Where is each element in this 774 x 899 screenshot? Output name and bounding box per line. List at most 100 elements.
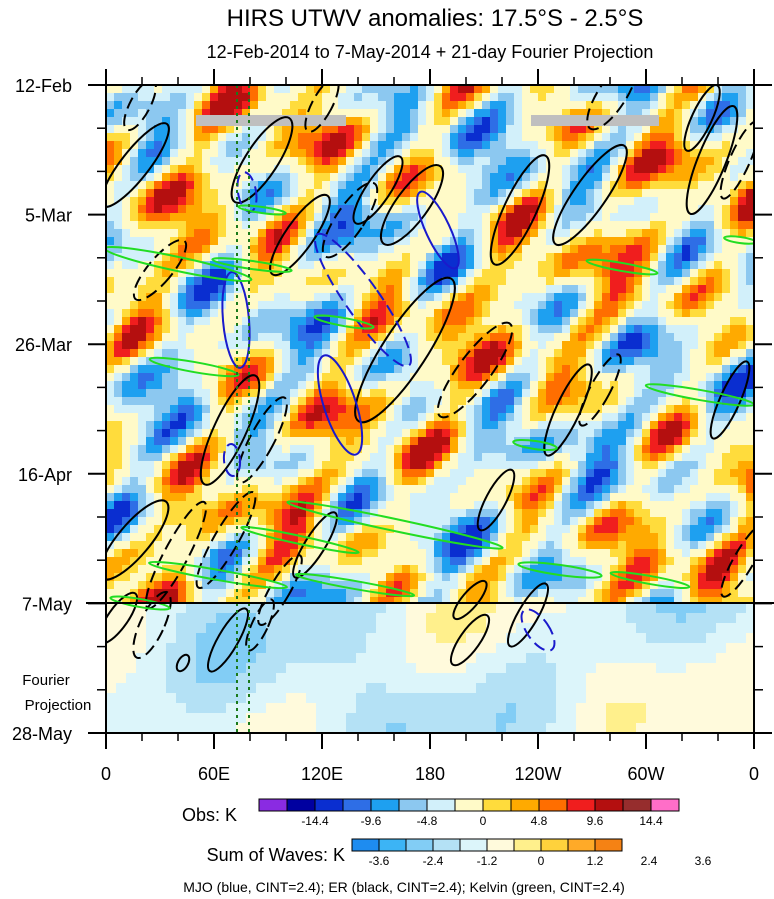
obs-anomaly-cell [154, 85, 163, 94]
obs-anomaly-cell [698, 85, 707, 94]
obs-anomaly-cell [746, 221, 754, 230]
obs-anomaly-cell [418, 365, 427, 374]
obs-anomaly-cell [506, 317, 515, 326]
obs-anomaly-cell [674, 373, 683, 382]
obs-anomaly-cell [746, 421, 754, 430]
obs-anomaly-cell [338, 301, 347, 310]
obs-anomaly-cell [698, 125, 707, 134]
obs-anomaly-cell [546, 317, 555, 326]
obs-anomaly-cell [626, 549, 635, 558]
obs-anomaly-cell [242, 165, 251, 174]
obs-anomaly-cell [122, 381, 131, 390]
obs-anomaly-cell [450, 485, 459, 494]
obs-anomaly-cell [530, 565, 539, 574]
obs-anomaly-cell [634, 509, 643, 518]
obs-anomaly-cell [482, 501, 491, 510]
obs-anomaly-cell [554, 189, 563, 198]
obs-anomaly-cell [162, 453, 171, 462]
obs-anomaly-cell [250, 453, 259, 462]
obs-anomaly-cell [666, 349, 675, 358]
obs-anomaly-cell [426, 101, 435, 110]
obs-anomaly-cell [242, 541, 251, 550]
obs-anomaly-cell [154, 501, 163, 510]
obs-anomaly-cell [130, 205, 139, 214]
obs-anomaly-cell [618, 525, 627, 534]
obs-anomaly-cell [698, 509, 707, 518]
obs-anomaly-cell [618, 317, 627, 326]
obs-anomaly-cell [482, 125, 491, 134]
obs-anomaly-cell [554, 125, 563, 134]
obs-anomaly-cell [218, 397, 227, 406]
obs-anomaly-cell [418, 421, 427, 430]
obs-anomaly-cell [450, 365, 459, 374]
obs-anomaly-cell [570, 309, 579, 318]
obs-anomaly-cell [642, 421, 651, 430]
obs-anomaly-cell [594, 333, 603, 342]
obs-anomaly-cell [122, 333, 131, 342]
obs-anomaly-cell [386, 541, 395, 550]
obs-anomaly-cell [690, 405, 699, 414]
obs-anomaly-cell [482, 485, 491, 494]
obs-anomaly-cell [522, 309, 531, 318]
obs-anomaly-cell [546, 501, 555, 510]
obs-anomaly-cell [706, 437, 715, 446]
obs-anomaly-cell [226, 533, 235, 542]
obs-anomaly-cell [298, 445, 307, 454]
obs-anomaly-cell [546, 157, 555, 166]
obs-anomaly-cell [690, 197, 699, 206]
obs-anomaly-cell [298, 213, 307, 222]
obs-anomaly-cell [330, 181, 339, 190]
obs-anomaly-cell [674, 101, 683, 110]
obs-anomaly-cell [698, 229, 707, 238]
obs-anomaly-cell [346, 325, 355, 334]
obs-anomaly-cell [306, 501, 315, 510]
obs-anomaly-cell [410, 325, 419, 334]
obs-anomaly-cell [386, 485, 395, 494]
obs-anomaly-cell [402, 197, 411, 206]
obs-anomaly-cell [434, 573, 443, 582]
obs-anomaly-cell [410, 229, 419, 238]
obs-anomaly-cell [562, 565, 571, 574]
obs-anomaly-cell [450, 213, 459, 222]
obs-anomaly-cell [674, 501, 683, 510]
obs-anomaly-cell [218, 165, 227, 174]
obs-anomaly-cell [706, 309, 715, 318]
obs-anomaly-cell [682, 565, 691, 574]
obs-anomaly-cell [234, 557, 243, 566]
obs-anomaly-cell [186, 485, 195, 494]
obs-anomaly-cell [442, 333, 451, 342]
obs-anomaly-cell [506, 357, 515, 366]
obs-anomaly-cell [594, 293, 603, 302]
obs-anomaly-cell [578, 109, 587, 118]
obs-anomaly-cell [218, 501, 227, 510]
obs-anomaly-cell [226, 293, 235, 302]
obs-anomaly-cell [290, 237, 299, 246]
obs-anomaly-cell [642, 277, 651, 286]
obs-anomaly-cell [282, 525, 291, 534]
obs-anomaly-cell [490, 101, 499, 110]
obs-anomaly-cell [738, 341, 747, 350]
obs-anomaly-cell [650, 413, 659, 422]
obs-anomaly-cell [450, 93, 459, 102]
obs-anomaly-cell [626, 285, 635, 294]
obs-anomaly-cell [154, 525, 163, 534]
obs-anomaly-cell [106, 485, 115, 494]
obs-anomaly-cell [178, 109, 187, 118]
obs-anomaly-cell [514, 269, 523, 278]
obs-anomaly-cell [714, 277, 723, 286]
obs-anomaly-cell [626, 381, 635, 390]
obs-anomaly-cell [594, 565, 603, 574]
obs-anomaly-cell [450, 173, 459, 182]
obs-anomaly-cell [546, 141, 555, 150]
obs-anomaly-cell [658, 101, 667, 110]
obs-anomaly-cell [362, 293, 371, 302]
obs-anomaly-cell [346, 157, 355, 166]
obs-anomaly-cell [250, 261, 259, 270]
obs-anomaly-cell [562, 141, 571, 150]
obs-anomaly-cell [586, 317, 595, 326]
obs-anomaly-cell [674, 205, 683, 214]
obs-anomaly-cell [354, 429, 363, 438]
obs-anomaly-cell [610, 413, 619, 422]
obs-anomaly-cell [402, 421, 411, 430]
obs-anomaly-cell [658, 301, 667, 310]
